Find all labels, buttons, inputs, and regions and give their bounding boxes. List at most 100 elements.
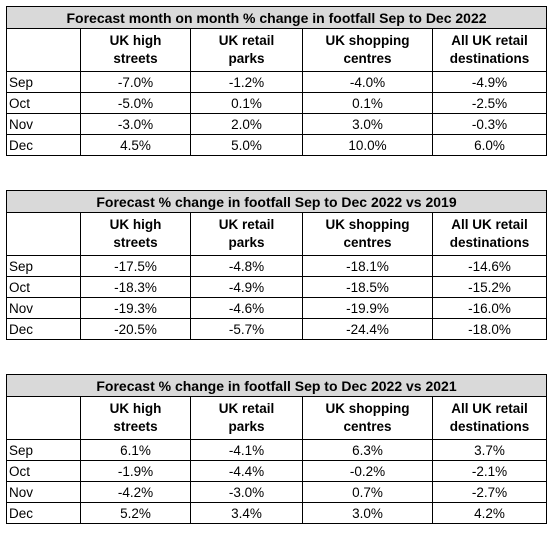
column-header: All UK retail destinations [432, 396, 547, 440]
value-cell: -18.5% [302, 276, 433, 298]
month-label: Nov [6, 297, 81, 319]
value-cell: 2.0% [190, 113, 303, 135]
header-corner-cell [6, 28, 81, 72]
table-row: Dec -20.5% -5.7% -24.4% -18.0% [6, 318, 547, 340]
table-title: Forecast month on month % change in foot… [5, 6, 548, 29]
value-cell: -16.0% [432, 297, 547, 319]
column-header-line1: UK shopping [325, 401, 410, 416]
column-header: UK high streets [80, 396, 191, 440]
column-header-line1: UK retail [218, 217, 275, 232]
value-cell: -4.0% [302, 71, 433, 93]
forecast-table-1: Forecast month on month % change in foot… [5, 6, 548, 156]
month-label: Sep [6, 255, 81, 277]
value-cell: -7.0% [80, 71, 191, 93]
month-label: Nov [6, 113, 81, 135]
value-cell: -1.2% [190, 71, 303, 93]
column-header-line2: destinations [449, 419, 530, 434]
value-cell: -3.0% [190, 481, 303, 503]
column-header: UK retail parks [190, 396, 303, 440]
header-corner-cell [6, 212, 81, 256]
table-row: Sep 6.1% -4.1% 6.3% 3.7% [6, 439, 547, 461]
table-row: Nov -4.2% -3.0% 0.7% -2.7% [6, 481, 547, 503]
column-header: UK retail parks [190, 212, 303, 256]
value-cell: -2.5% [431, 92, 548, 114]
value-cell: -0.3% [431, 113, 548, 135]
table-row: Oct -1.9% -4.4% -0.2% -2.1% [6, 460, 547, 482]
value-cell: -17.5% [80, 255, 191, 277]
month-label: Sep [6, 71, 81, 93]
value-cell: 4.2% [432, 502, 547, 524]
column-header: All UK retail destinations [432, 212, 547, 256]
month-label: Dec [6, 502, 81, 524]
column-header: UK shopping centres [302, 28, 433, 72]
table-row: Sep -7.0% -1.2% -4.0% -4.9% [6, 71, 548, 93]
column-header-line1: UK shopping [325, 217, 410, 232]
value-cell: -24.4% [302, 318, 433, 340]
header-corner-cell [6, 396, 81, 440]
forecast-table-2: Forecast % change in footfall Sep to Dec… [6, 190, 547, 340]
column-header: UK shopping centres [302, 212, 433, 256]
month-label: Sep [6, 439, 81, 461]
column-header-line2: streets [113, 51, 158, 66]
value-cell: -0.2% [302, 460, 433, 482]
table-row: Nov -3.0% 2.0% 3.0% -0.3% [6, 113, 548, 135]
value-cell: 3.0% [302, 113, 433, 135]
value-cell: -1.9% [80, 460, 191, 482]
value-cell: -5.0% [80, 92, 191, 114]
value-cell: -19.9% [302, 297, 433, 319]
value-cell: -4.2% [80, 481, 191, 503]
table-row: Oct -18.3% -4.9% -18.5% -15.2% [6, 276, 547, 298]
value-cell: 5.2% [80, 502, 191, 524]
column-header: All UK retail destinations [431, 28, 548, 72]
value-cell: -14.6% [432, 255, 547, 277]
column-header-line2: streets [113, 419, 158, 434]
value-cell: -2.1% [432, 460, 547, 482]
value-cell: -4.9% [431, 71, 548, 93]
column-header: UK high streets [80, 28, 191, 72]
column-header-line2: parks [228, 419, 265, 434]
column-header-line1: All UK retail [451, 401, 528, 416]
column-header-line1: UK retail [218, 401, 275, 416]
column-header-line2: parks [228, 235, 265, 250]
column-header-line2: centres [343, 235, 392, 250]
table-row: Dec 4.5% 5.0% 10.0% 6.0% [6, 134, 548, 156]
value-cell: 3.7% [432, 439, 547, 461]
column-header-line1: UK high [109, 33, 162, 48]
value-cell: -15.2% [432, 276, 547, 298]
column-header-line1: UK high [109, 401, 162, 416]
table-title: Forecast % change in footfall Sep to Dec… [6, 374, 547, 397]
table-row: Nov -19.3% -4.6% -19.9% -16.0% [6, 297, 547, 319]
value-cell: -5.7% [190, 318, 303, 340]
value-cell: -18.3% [80, 276, 191, 298]
column-header: UK shopping centres [302, 396, 433, 440]
column-header-line1: All UK retail [451, 217, 528, 232]
value-cell: 6.3% [302, 439, 433, 461]
month-label: Dec [6, 134, 81, 156]
column-header-line1: UK retail [218, 33, 275, 48]
value-cell: -20.5% [80, 318, 191, 340]
column-header-line1: All UK retail [451, 33, 528, 48]
value-cell: 0.1% [302, 92, 433, 114]
value-cell: 3.0% [302, 502, 433, 524]
value-cell: -18.0% [432, 318, 547, 340]
forecast-table-3: Forecast % change in footfall Sep to Dec… [6, 374, 547, 524]
column-header-line2: parks [228, 51, 265, 66]
value-cell: 10.0% [302, 134, 433, 156]
table-row: Oct -5.0% 0.1% 0.1% -2.5% [6, 92, 548, 114]
column-header-line2: centres [343, 419, 392, 434]
value-cell: -3.0% [80, 113, 191, 135]
value-cell: -4.9% [190, 276, 303, 298]
month-label: Oct [6, 92, 81, 114]
value-cell: 0.1% [190, 92, 303, 114]
value-cell: -18.1% [302, 255, 433, 277]
value-cell: -2.7% [432, 481, 547, 503]
column-header-line1: UK shopping [325, 33, 410, 48]
value-cell: -4.4% [190, 460, 303, 482]
column-header: UK retail parks [190, 28, 303, 72]
value-cell: 6.0% [431, 134, 548, 156]
value-cell: 6.1% [80, 439, 191, 461]
value-cell: 4.5% [80, 134, 191, 156]
table-title: Forecast % change in footfall Sep to Dec… [6, 190, 547, 213]
month-label: Oct [6, 460, 81, 482]
